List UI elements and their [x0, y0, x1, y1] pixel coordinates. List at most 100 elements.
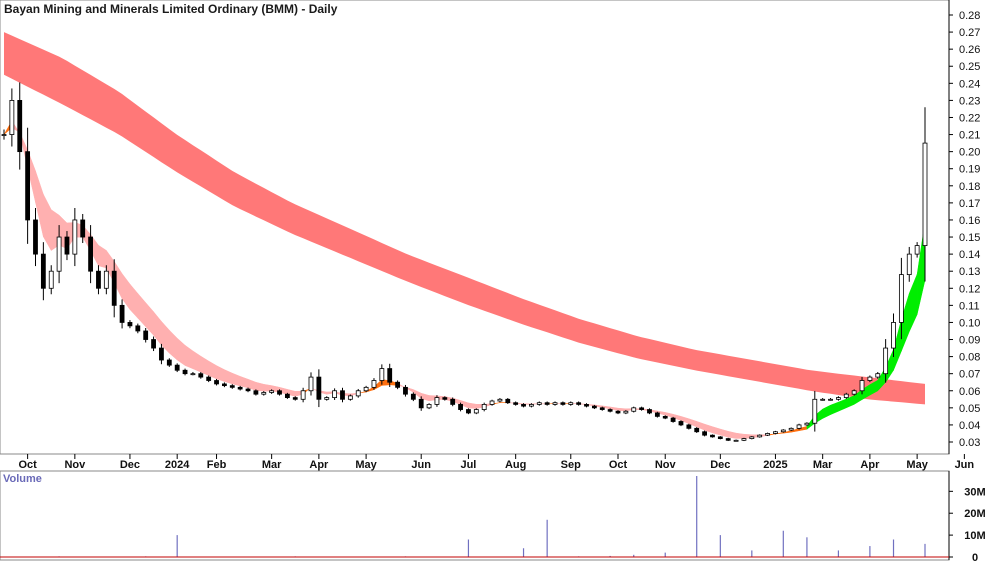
short-band-segment	[909, 274, 918, 332]
price-tick-label: 0.23	[959, 95, 980, 107]
candle-body	[631, 407, 637, 412]
volume-tick-label: 0	[972, 552, 978, 562]
candle-body	[418, 398, 424, 409]
candle-body	[214, 380, 219, 385]
candle-body	[229, 385, 235, 388]
short-band-segment	[216, 365, 225, 382]
short-band-segment	[129, 283, 139, 319]
short-band-segment	[720, 428, 729, 438]
candle-body	[324, 397, 330, 400]
candle-body	[17, 100, 23, 153]
long-band-area	[4, 32, 925, 405]
candle-body	[1, 134, 7, 136]
short-band-segment	[712, 426, 721, 436]
candle-body	[843, 393, 849, 398]
candle-body	[906, 253, 912, 276]
candle-body	[796, 424, 802, 429]
volume-bars	[0, 476, 949, 558]
time-tick-label: Nov	[64, 459, 86, 471]
candle-body	[72, 219, 78, 255]
candle-body	[529, 404, 534, 407]
candle-body	[851, 390, 857, 395]
short-band-segment	[137, 292, 146, 328]
candle-body	[489, 400, 495, 405]
candle-body	[56, 236, 62, 272]
candle-body	[670, 417, 676, 422]
candle-body	[576, 402, 582, 405]
short-band-segment	[224, 369, 233, 385]
candle-body	[245, 388, 251, 392]
candle-body	[828, 398, 833, 401]
price-tick-label: 0.10	[959, 317, 980, 329]
candle-body	[521, 404, 526, 407]
candle-body	[363, 386, 369, 392]
candle-body	[166, 359, 172, 366]
candle-body	[710, 434, 715, 438]
price-tick-label: 0.09	[959, 335, 980, 347]
volume-tick-label: 20M	[964, 508, 985, 520]
candle-body	[80, 219, 86, 238]
volume-axis-ticks: 30M 20M 10M 0	[949, 486, 986, 562]
time-tick-label: 2025	[763, 459, 787, 471]
candle-body	[812, 398, 818, 424]
time-tick-label: Dec	[710, 459, 730, 471]
candle-body	[922, 142, 928, 246]
candle-body	[505, 398, 511, 404]
candle-body	[403, 386, 408, 395]
candle-body	[584, 404, 589, 407]
short-band-segment	[263, 383, 272, 392]
volume-panel-label: Volume	[3, 473, 42, 485]
candle-body	[513, 402, 519, 405]
price-tick-label: 0.08	[959, 352, 980, 364]
candle-body	[623, 410, 629, 414]
time-tick-label: Apr	[309, 459, 329, 471]
candle-body	[914, 245, 920, 255]
candle-body	[599, 407, 605, 410]
price-tick-label: 0.12	[959, 283, 980, 295]
candle-body	[749, 436, 755, 439]
candle-body	[883, 347, 889, 375]
long-term-band	[4, 32, 925, 405]
price-tick-label: 0.16	[959, 215, 980, 227]
candle-body	[159, 347, 164, 361]
candle-body	[875, 373, 881, 378]
candle-body	[898, 274, 904, 323]
short-band-segment	[735, 432, 745, 439]
short-band-segment	[617, 407, 627, 412]
candle-body	[434, 397, 440, 405]
candle-body	[560, 402, 566, 405]
candle-body	[379, 368, 385, 381]
candle-body	[127, 322, 133, 327]
candle-body	[702, 431, 707, 436]
candle-body	[332, 390, 338, 398]
short-band-segment	[43, 194, 52, 252]
volume-tick-label: 30M	[964, 486, 985, 498]
candle-body	[269, 390, 275, 393]
candle-body	[647, 409, 652, 414]
price-tick-label: 0.17	[959, 198, 980, 210]
candle-body	[717, 436, 723, 439]
candle-body	[292, 397, 298, 400]
time-tick-label: Oct	[18, 459, 37, 471]
candle-body	[544, 402, 550, 405]
short-band-segment	[232, 372, 241, 387]
time-tick-label: May	[906, 459, 928, 471]
candle-body	[25, 151, 31, 221]
candle-body	[473, 409, 479, 414]
candle-body	[615, 410, 621, 414]
candle-body	[103, 270, 109, 289]
short-band-segment	[727, 430, 737, 439]
candle-body	[119, 304, 125, 323]
time-tick-label: Feb	[207, 459, 227, 471]
candle-body	[261, 392, 267, 395]
price-tick-label: 0.03	[959, 437, 980, 449]
price-tick-label: 0.07	[959, 369, 980, 381]
price-tick-label: 0.24	[959, 78, 980, 90]
time-tick-label: Jun	[411, 459, 431, 471]
candle-body	[552, 402, 558, 405]
candle-body	[607, 409, 613, 412]
short-band-segment	[192, 350, 202, 373]
candle-body	[182, 369, 188, 375]
price-tick-label: 0.26	[959, 44, 980, 56]
